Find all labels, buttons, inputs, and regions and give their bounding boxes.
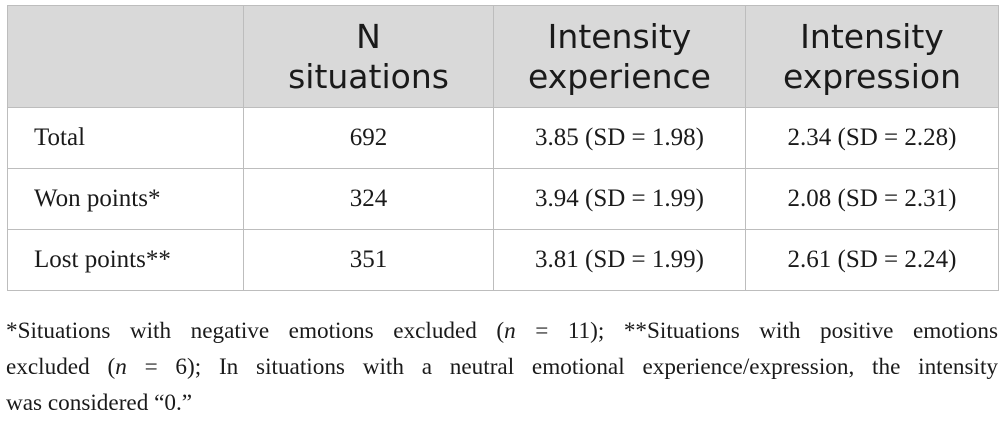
header-text: Intensity: [800, 16, 944, 56]
cell-n-situations: 351: [243, 229, 494, 291]
header-n-situations: N situations: [243, 5, 494, 108]
cell-n-situations: 324: [243, 168, 494, 230]
header-text: Intensity: [547, 16, 692, 56]
footnote-text: was considered “0.”: [6, 390, 193, 416]
footnote-italic-n: n: [504, 318, 516, 344]
results-table: N situations Intensity experience Intens…: [7, 5, 999, 291]
table-row: Lost points** 351 3.81 (SD = 1.99) 2.61 …: [7, 229, 999, 291]
cell-intensity-expression: 2.34 (SD = 2.28): [745, 107, 999, 169]
cell-intensity-expression: 2.08 (SD = 2.31): [745, 168, 999, 230]
header-empty-cell: [7, 5, 244, 108]
cell-intensity-experience: 3.94 (SD = 1.99): [493, 168, 746, 230]
footnote-italic-n: n: [115, 354, 127, 380]
footnote-line: was considered “0.”: [6, 385, 998, 421]
header-row: N situations Intensity experience Intens…: [7, 5, 999, 108]
footnote-text: = 11); **Situations with positive emotio…: [515, 318, 998, 344]
header-text: situations: [288, 56, 449, 96]
row-label: Total: [7, 107, 244, 169]
header-text: N: [356, 16, 381, 56]
table-row: Won points* 324 3.94 (SD = 1.99) 2.08 (S…: [7, 168, 999, 230]
footnote-text: = 6); In situations with a neutral emoti…: [126, 354, 998, 380]
table-row: Total 692 3.85 (SD = 1.98) 2.34 (SD = 2.…: [7, 107, 999, 169]
header-intensity-expression: Intensity expression: [745, 5, 999, 108]
table-footnote: *Situations with negative emotions exclu…: [6, 313, 998, 421]
cell-intensity-experience: 3.81 (SD = 1.99): [493, 229, 746, 291]
header-intensity-experience: Intensity experience: [493, 5, 746, 108]
row-label: Lost points**: [7, 229, 244, 291]
cell-n-situations: 692: [243, 107, 494, 169]
header-text: experience: [528, 56, 711, 96]
row-label: Won points*: [7, 168, 244, 230]
footnote-line: *Situations with negative emotions exclu…: [6, 313, 998, 349]
cell-intensity-experience: 3.85 (SD = 1.98): [493, 107, 746, 169]
cell-intensity-expression: 2.61 (SD = 2.24): [745, 229, 999, 291]
footnote-text: *Situations with negative emotions exclu…: [6, 318, 505, 344]
footnote-line: excluded (n = 6); In situations with a n…: [6, 349, 998, 385]
footnote-text: excluded (: [6, 354, 116, 380]
header-text: expression: [782, 56, 961, 96]
